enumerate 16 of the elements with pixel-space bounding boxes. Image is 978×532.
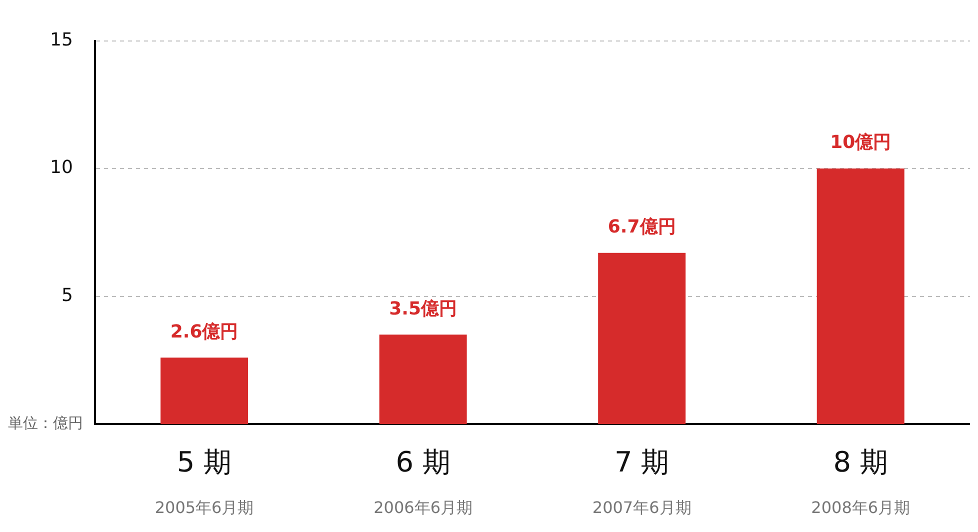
y-tick-label: 15 — [50, 29, 73, 50]
bar — [379, 334, 467, 424]
data-label: 10億円 — [830, 132, 892, 154]
bar — [816, 168, 904, 424]
text: 単位：億円 — [8, 414, 83, 433]
bar — [598, 252, 686, 424]
x-tick-label: 5 期 2005年6月期 — [154, 445, 254, 518]
data-label: 6.7億円 — [608, 216, 676, 238]
bar — [160, 358, 248, 424]
x-tick-label: 6 期 2006年6月期 — [374, 445, 473, 518]
x-tick-label: 7 期 2007年6月期 — [592, 445, 692, 518]
data-label: 3.5億円 — [389, 298, 458, 320]
y-tick-label: 5 — [61, 284, 73, 306]
x-tick-label: 8 期 2008年6月期 — [811, 445, 910, 518]
data-label: 2.6億円 — [170, 321, 238, 342]
y-tick-label: 10 — [50, 157, 73, 178]
